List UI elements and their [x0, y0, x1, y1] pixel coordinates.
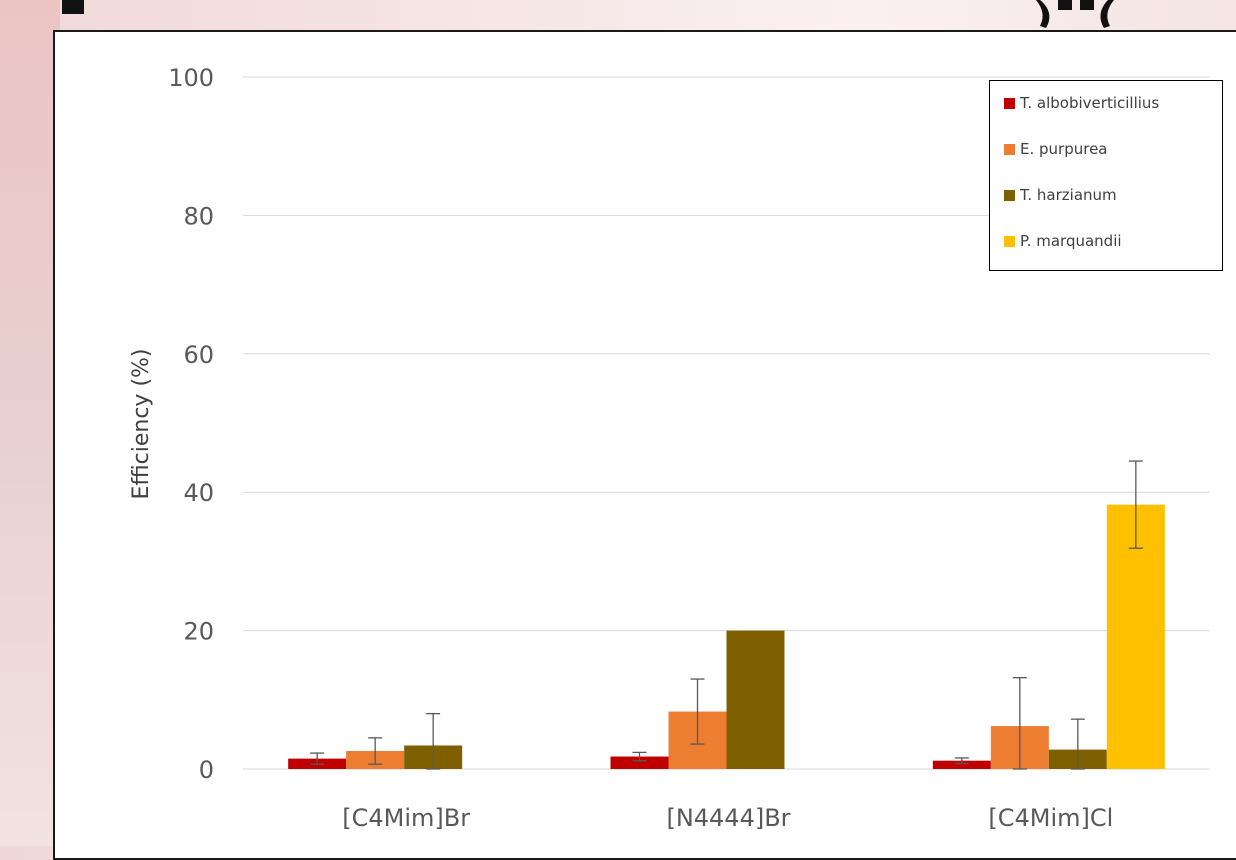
bars — [288, 504, 1165, 769]
error-bar — [690, 678, 705, 745]
background-panel — [0, 0, 60, 846]
y-axis-ticks: 0 20 40 60 80 100 — [168, 64, 214, 784]
legend-item: E. purpurea — [1004, 138, 1108, 160]
bar-t-albobiverticillius-1 — [610, 756, 669, 769]
legend-item: P. marquandii — [1004, 230, 1122, 252]
y-tick-label: 80 — [183, 202, 214, 230]
bar-t-harzianum-1 — [726, 630, 785, 769]
legend-swatch — [1004, 235, 1015, 247]
legend-label: T. albobiverticillius — [1020, 94, 1160, 112]
legend-swatch — [1004, 189, 1015, 201]
error-bar — [1128, 460, 1143, 549]
legend-swatch — [1004, 143, 1015, 155]
legend-label: E. purpurea — [1020, 140, 1108, 158]
x-tick-label: [C4Mim]Cl — [988, 804, 1113, 832]
legend-swatch — [1004, 97, 1015, 109]
error-bar — [426, 712, 441, 770]
y-tick-label: 0 — [199, 756, 214, 784]
y-tick-label: 60 — [183, 341, 214, 369]
legend-item: T. harzianum — [1004, 184, 1117, 206]
legend: T. albobiverticillius E. purpurea T. harzi… — [989, 80, 1223, 271]
slide-title-fragment — [0, 0, 1236, 30]
error-bar — [310, 752, 325, 765]
bar-t-albobiverticillius-2 — [932, 760, 991, 769]
x-axis-ticks: [C4Mim]Br [N4444]Br [C4Mim]Cl — [342, 804, 1113, 832]
error-bar — [368, 737, 383, 765]
error-bar — [1070, 718, 1085, 770]
x-tick-label: [N4444]Br — [666, 804, 790, 832]
error-bar — [1012, 677, 1027, 770]
legend-label: T. harzianum — [1020, 186, 1117, 204]
legend-item: T. albobiverticillius — [1004, 92, 1159, 114]
x-tick-label: [C4Mim]Br — [342, 804, 470, 832]
error-bars — [310, 460, 1143, 770]
error-bar — [632, 751, 647, 762]
y-axis-label: Efficiency (%) — [129, 348, 154, 499]
y-tick-label: 100 — [168, 64, 214, 92]
y-tick-label: 40 — [183, 479, 214, 507]
y-tick-label: 20 — [183, 618, 214, 646]
error-bar — [954, 757, 969, 765]
legend-label: P. marquandii — [1020, 232, 1122, 250]
